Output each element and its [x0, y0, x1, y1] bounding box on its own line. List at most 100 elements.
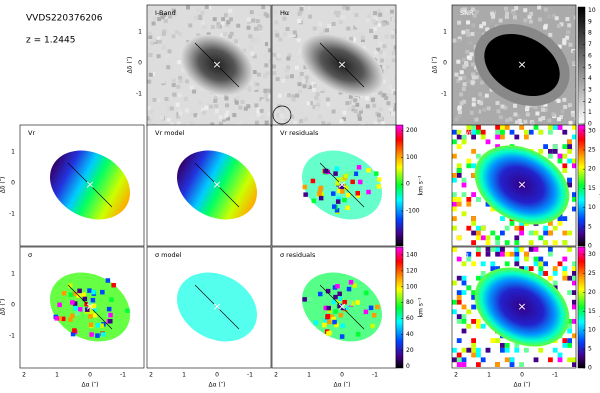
- noise: [461, 314, 467, 319]
- pixel: [323, 168, 329, 174]
- noise: [148, 35, 153, 40]
- noise: [461, 304, 467, 310]
- noise: [538, 347, 544, 353]
- noise: [567, 319, 572, 324]
- colorbar-tick-label: 0: [588, 121, 592, 128]
- noise: [462, 99, 467, 104]
- colorbar-tick-label: 9: [588, 18, 592, 25]
- pixel: [100, 289, 105, 295]
- noise: [285, 27, 290, 32]
- noise: [471, 102, 476, 107]
- noise: [250, 51, 255, 56]
- noise: [503, 6, 508, 11]
- noise: [308, 85, 313, 90]
- noise: [178, 111, 183, 116]
- noise: [471, 343, 476, 348]
- noise: [394, 77, 396, 82]
- noise: [552, 125, 558, 130]
- pixel: [349, 171, 355, 176]
- noise: [461, 280, 467, 286]
- noise: [268, 42, 271, 47]
- noise: [340, 14, 345, 19]
- noise: [160, 15, 165, 20]
- noise: [514, 261, 520, 267]
- noise: [471, 304, 476, 310]
- noise: [476, 275, 481, 281]
- noise: [548, 247, 553, 252]
- noise: [568, 42, 573, 47]
- noise: [500, 247, 505, 252]
- noise: [285, 104, 290, 109]
- noise: [517, 118, 522, 123]
- pixel: [87, 288, 92, 293]
- panel-image: [147, 125, 271, 246]
- noise: [514, 343, 520, 348]
- noise: [476, 153, 481, 159]
- colorbar-tick-label: 20: [406, 347, 414, 354]
- noise: [471, 319, 476, 324]
- noise: [566, 30, 571, 35]
- noise: [562, 116, 567, 121]
- noise: [377, 23, 382, 28]
- noise: [514, 119, 519, 124]
- center-cross: ×: [517, 300, 526, 313]
- pixel: [323, 318, 329, 323]
- noise: [560, 109, 565, 114]
- noise: [480, 80, 485, 85]
- noise: [226, 20, 231, 25]
- noise: [373, 16, 378, 21]
- noise: [557, 125, 563, 130]
- noise: [513, 116, 518, 121]
- noise: [275, 33, 280, 38]
- noise: [225, 110, 230, 115]
- noise: [461, 87, 466, 92]
- noise: [454, 72, 459, 77]
- noise: [351, 107, 356, 112]
- noise: [537, 5, 542, 10]
- noise: [471, 75, 476, 80]
- noise: [377, 8, 382, 13]
- panel-label: σ: [28, 251, 32, 259]
- ra-tick-label: 1: [55, 372, 59, 379]
- colorbar-scale: [577, 124, 586, 247]
- noise: [341, 117, 346, 122]
- noise: [229, 31, 234, 36]
- noise: [152, 97, 157, 102]
- noise: [466, 163, 472, 169]
- pixel: [334, 322, 339, 328]
- noise: [267, 48, 271, 53]
- noise: [466, 309, 472, 315]
- noise: [466, 55, 471, 60]
- pixel: [357, 179, 363, 185]
- noise: [471, 72, 476, 77]
- noise: [562, 38, 567, 43]
- noise: [193, 113, 198, 118]
- noise: [548, 230, 553, 236]
- noise: [257, 85, 262, 90]
- noise: [458, 76, 463, 81]
- noise: [223, 32, 228, 37]
- colorbar-tick-label: 100: [406, 154, 418, 161]
- pixel: [106, 306, 112, 312]
- noise: [260, 11, 265, 16]
- noise: [466, 20, 471, 25]
- noise: [312, 26, 317, 31]
- noise: [148, 120, 153, 125]
- noise: [297, 18, 302, 23]
- noise: [548, 129, 553, 135]
- pixel: [303, 192, 308, 197]
- noise: [565, 26, 570, 31]
- noise: [391, 51, 396, 56]
- dec-axis-label: Δδ (″): [127, 57, 134, 74]
- noise: [479, 24, 484, 29]
- noise: [509, 251, 515, 257]
- noise: [218, 115, 223, 120]
- noise: [461, 177, 467, 183]
- dec-tick-label: -1: [136, 91, 142, 98]
- noise: [255, 37, 260, 42]
- pixel: [77, 288, 82, 294]
- dec-tick-label: 1: [138, 29, 142, 36]
- major-axis: [319, 42, 365, 88]
- colorbar-tick-label: 2: [588, 98, 592, 105]
